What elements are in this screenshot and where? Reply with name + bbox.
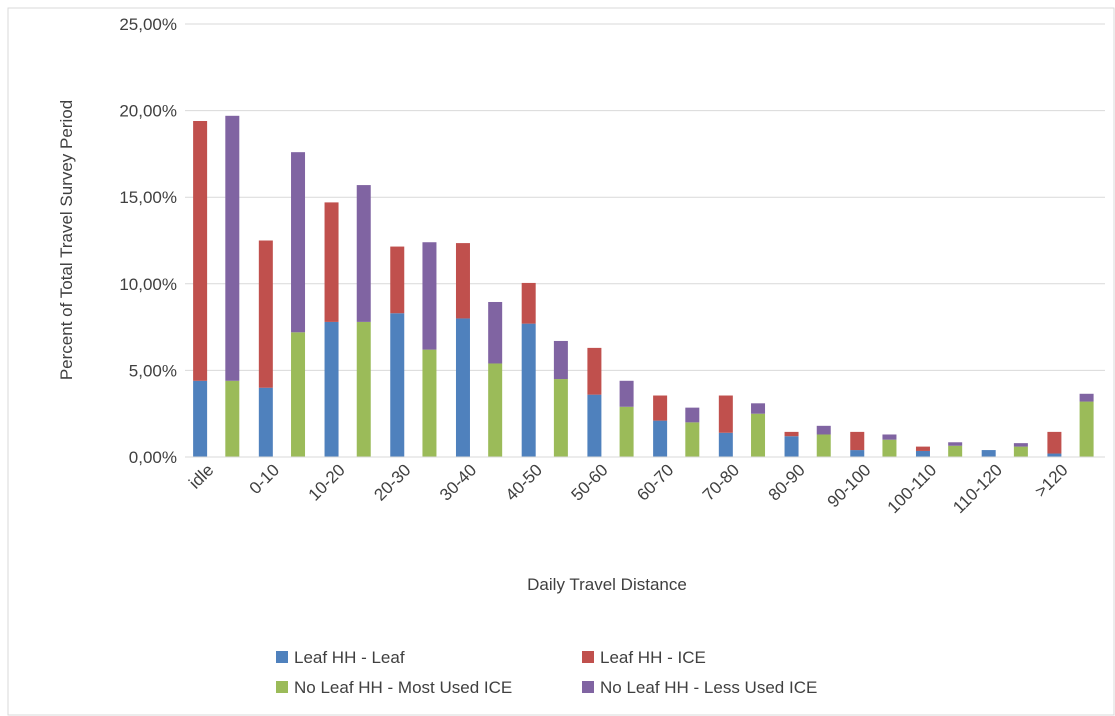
bar-segment xyxy=(1013,443,1028,447)
bar-segment xyxy=(718,432,733,457)
y-axis-label: Percent of Total Travel Survey Period xyxy=(57,100,76,380)
bar-segment xyxy=(1013,446,1028,457)
bar-segment xyxy=(422,242,437,350)
bar-segment xyxy=(751,413,766,457)
bar-segment xyxy=(619,380,634,407)
bar-segment xyxy=(488,301,503,364)
legend-swatch xyxy=(276,681,288,693)
legend-swatch xyxy=(276,651,288,663)
bar-segment xyxy=(193,120,208,381)
x-axis-label: Daily Travel Distance xyxy=(527,575,687,594)
bar-segment xyxy=(258,240,273,388)
bar-segment xyxy=(291,332,306,457)
bar-segment xyxy=(553,340,568,380)
bar-segment xyxy=(225,380,240,457)
bar-segment xyxy=(751,403,766,414)
y-tick-label: 15,00% xyxy=(119,188,177,207)
bar-segment xyxy=(850,431,865,451)
bar-segment xyxy=(587,347,602,395)
bar-segment xyxy=(915,446,930,451)
bar-segment xyxy=(653,420,668,457)
bar-segment xyxy=(291,152,306,333)
bar-segment xyxy=(553,379,568,457)
y-tick-label: 5,00% xyxy=(129,361,177,380)
bar-segment xyxy=(981,450,996,457)
bar-segment xyxy=(784,436,799,457)
bar-segment xyxy=(816,425,831,435)
legend-swatch xyxy=(582,681,594,693)
bar-segment xyxy=(390,313,405,457)
bar-segment xyxy=(1079,401,1094,457)
bar-segment xyxy=(225,115,240,381)
y-tick-label: 20,00% xyxy=(119,102,177,121)
bar-segment xyxy=(619,406,634,457)
bar-segment xyxy=(718,395,733,433)
bar-segment xyxy=(1079,393,1094,402)
bar-segment xyxy=(1047,431,1062,454)
bar-segment xyxy=(390,246,405,314)
bar-segment xyxy=(455,243,470,319)
bar-segment xyxy=(915,450,930,457)
bar-segment xyxy=(324,321,339,457)
bar-segment xyxy=(1047,453,1062,457)
bar-segment xyxy=(948,442,963,446)
y-tick-label: 0,00% xyxy=(129,448,177,467)
legend-label: Leaf HH - ICE xyxy=(600,648,706,667)
bar-segment xyxy=(882,434,897,440)
bar-segment xyxy=(356,185,371,322)
bar-segment xyxy=(685,422,700,457)
bar-segment xyxy=(816,434,831,457)
legend-label: No Leaf HH - Most Used ICE xyxy=(294,678,512,697)
bar-segment xyxy=(422,349,437,457)
bar-segment xyxy=(587,394,602,457)
bar-segment xyxy=(455,318,470,457)
y-tick-label: 25,00% xyxy=(119,15,177,34)
bar-segment xyxy=(488,363,503,457)
bar-segment xyxy=(850,450,865,457)
bar-segment xyxy=(324,202,339,322)
bar-segment xyxy=(653,395,668,421)
bar-segment xyxy=(685,407,700,423)
bar-segment xyxy=(784,431,799,437)
bar-segment xyxy=(356,321,371,457)
legend-swatch xyxy=(582,651,594,663)
bar-segment xyxy=(521,282,536,324)
legend-label: No Leaf HH - Less Used ICE xyxy=(600,678,817,697)
bar-segment xyxy=(948,445,963,457)
bar-segment xyxy=(193,380,208,457)
bar-segment xyxy=(521,323,536,457)
y-tick-label: 10,00% xyxy=(119,275,177,294)
legend-label: Leaf HH - Leaf xyxy=(294,648,405,667)
bar-segment xyxy=(882,439,897,457)
bar-segment xyxy=(258,387,273,457)
